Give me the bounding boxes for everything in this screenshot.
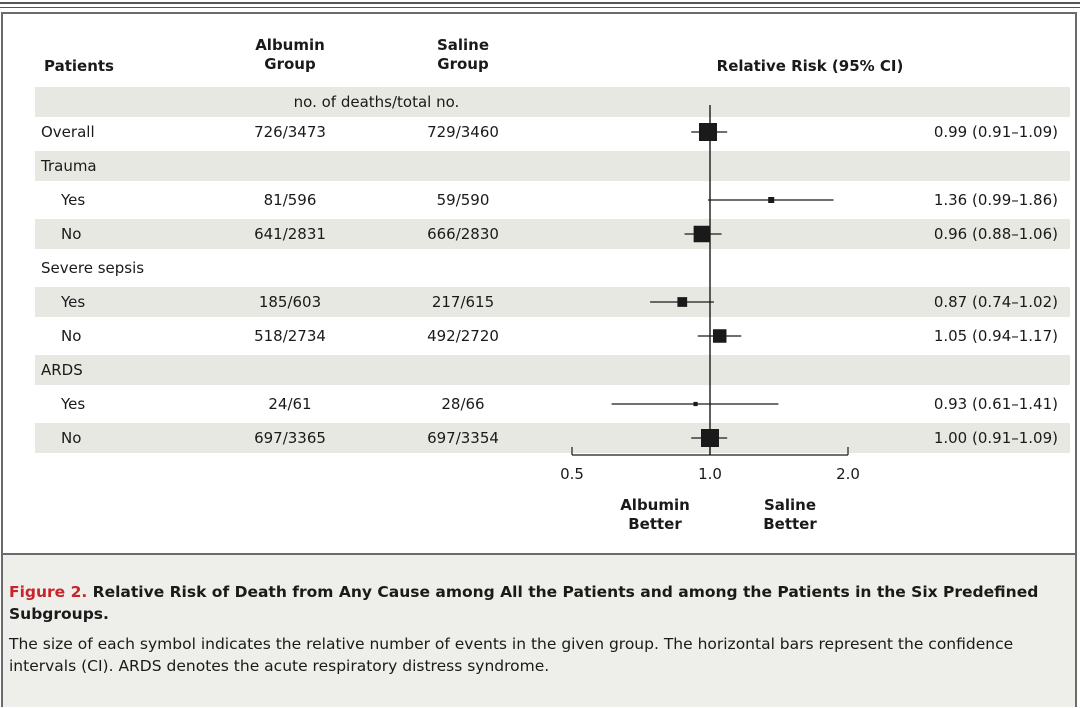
header-saline: Saline Group bbox=[436, 36, 490, 73]
albumin-count: 726/3473 bbox=[254, 123, 326, 141]
saline-count: 729/3460 bbox=[427, 123, 499, 141]
saline-count: 492/2720 bbox=[427, 327, 499, 345]
saline-better-label: Saline Better bbox=[763, 496, 817, 533]
subheader-deaths: no. of deaths/total no. bbox=[293, 93, 460, 111]
row-band bbox=[35, 423, 1070, 453]
top-rule-thin bbox=[0, 7, 1080, 8]
row-label: Yes bbox=[61, 191, 86, 209]
row-band bbox=[35, 87, 1070, 117]
row-band bbox=[35, 287, 1070, 317]
relative-risk-value: 1.36 (0.99–1.86) bbox=[933, 191, 1058, 209]
albumin-count: 185/603 bbox=[258, 293, 322, 311]
albumin-count: 24/61 bbox=[268, 395, 312, 413]
row-label: No bbox=[61, 327, 82, 345]
subgroup-header: Severe sepsis bbox=[41, 259, 145, 277]
row-band bbox=[35, 355, 1070, 385]
point-estimate bbox=[768, 197, 775, 203]
row-label: Yes bbox=[61, 293, 86, 311]
saline-count: 59/590 bbox=[436, 191, 490, 209]
saline-count: 217/615 bbox=[431, 293, 495, 311]
saline-count: 28/66 bbox=[441, 395, 485, 413]
row-label: Overall bbox=[41, 123, 95, 141]
x-tick-label: 0.5 bbox=[560, 465, 584, 483]
forest-plot bbox=[571, 105, 849, 456]
point-estimate bbox=[701, 429, 719, 447]
relative-risk-value: 0.96 (0.88–1.06) bbox=[933, 225, 1058, 243]
x-tick-label: 2.0 bbox=[836, 465, 860, 483]
albumin-count: 518/2734 bbox=[254, 327, 326, 345]
albumin-count: 697/3365 bbox=[254, 429, 326, 447]
caption-title: Figure 2. Relative Risk of Death from An… bbox=[9, 581, 1061, 625]
point-estimate bbox=[693, 401, 698, 407]
point-estimate bbox=[677, 297, 688, 307]
caption-box: Figure 2. Relative Risk of Death from An… bbox=[3, 553, 1075, 707]
point-estimate bbox=[698, 123, 717, 141]
albumin-count: 641/2831 bbox=[254, 225, 326, 243]
header-patients: Patients bbox=[44, 57, 114, 75]
row-band bbox=[35, 219, 1070, 249]
relative-risk-value: 0.99 (0.91–1.09) bbox=[933, 123, 1058, 141]
saline-count: 697/3354 bbox=[427, 429, 499, 447]
row-band bbox=[35, 151, 1070, 181]
header-albumin: Albumin Group bbox=[255, 36, 325, 73]
point-estimate bbox=[693, 225, 711, 243]
row-label: No bbox=[61, 225, 82, 243]
top-rule-thick bbox=[0, 2, 1080, 4]
figure-label: Figure 2. bbox=[9, 583, 88, 601]
caption-body: The size of each symbol indicates the re… bbox=[9, 635, 1014, 675]
relative-risk-value: 0.93 (0.61–1.41) bbox=[933, 395, 1058, 413]
relative-risk-value: 1.00 (0.91–1.09) bbox=[933, 429, 1058, 447]
albumin-count: 81/596 bbox=[263, 191, 317, 209]
row-label: No bbox=[61, 429, 82, 447]
row-label: Yes bbox=[61, 395, 86, 413]
relative-risk-value: 0.87 (0.74–1.02) bbox=[933, 293, 1058, 311]
subgroup-header: Trauma bbox=[41, 157, 97, 175]
x-tick-label: 1.0 bbox=[698, 465, 722, 483]
point-estimate bbox=[712, 329, 727, 343]
header-relative-risk: Relative Risk (95% CI) bbox=[716, 57, 904, 75]
saline-count: 666/2830 bbox=[427, 225, 499, 243]
subgroup-header: ARDS bbox=[41, 361, 83, 379]
relative-risk-value: 1.05 (0.94–1.17) bbox=[933, 327, 1058, 345]
caption-title-text: Relative Risk of Death from Any Cause am… bbox=[9, 583, 1039, 623]
albumin-better-label: Albumin Better bbox=[620, 496, 690, 533]
